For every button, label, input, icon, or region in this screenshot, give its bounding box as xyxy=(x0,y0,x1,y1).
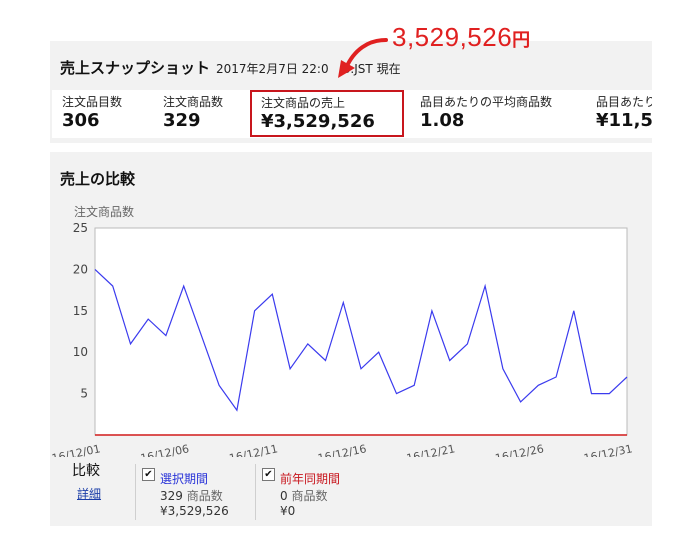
count-value: 0 xyxy=(280,489,288,503)
count-unit: 商品数 xyxy=(186,489,223,503)
metric-avg-sales-per-item: 品目あたり ¥11,5 xyxy=(586,90,652,136)
metrics-row: 注文品目数 306 注文商品数 329 注文商品の売上 ¥3,529,526 品… xyxy=(52,90,652,138)
metric-value: ¥11,5 xyxy=(596,110,652,131)
x-tick-label: 16/12/06 xyxy=(139,442,190,457)
legend-divider xyxy=(255,464,256,520)
details-link[interactable]: 詳細 xyxy=(77,487,102,501)
sales-callout: 3,529,526円 xyxy=(392,22,531,53)
metric-label: 品目あたり xyxy=(596,95,652,109)
count-value: 329 xyxy=(160,489,183,503)
legend-name: 前年同期間 xyxy=(280,472,341,486)
plot-area xyxy=(94,227,628,436)
x-tick-label: 16/12/11 xyxy=(228,442,279,457)
chart-series xyxy=(94,268,628,436)
legend-name: 選択期間 xyxy=(160,472,209,486)
legend-divider xyxy=(135,464,136,520)
y-tick-label: 10 xyxy=(73,345,88,359)
metric-label: 注文商品数 xyxy=(163,95,224,109)
y-tick-label: 15 xyxy=(73,304,88,318)
previous-year-checkbox[interactable]: ✔ xyxy=(262,468,275,481)
metric-value: 306 xyxy=(62,110,100,131)
x-axis-ticks: 16/12/01 16/12/06 16/12/11 16/12/16 16/12/21… xyxy=(51,442,634,457)
chart-y-axis-label: 注文商品数 xyxy=(74,204,134,219)
series-line-selected-period xyxy=(94,268,628,412)
metric-value: 329 xyxy=(163,110,201,131)
units-line-chart: 注文商品数 25 20 15 10 5 16/12/01 16/12/06 16/12/11… xyxy=(51,204,634,457)
x-tick-label: 16/12/31 xyxy=(583,442,634,457)
comparison-title: 売上の比較 xyxy=(60,170,136,188)
callout-arrow-icon xyxy=(338,38,388,78)
snapshot-title: 売上スナップショット xyxy=(60,59,211,77)
metric-label: 品目あたりの平均商品数 xyxy=(420,95,553,109)
snapshot-timestamp-tail: 8:JST 現在 xyxy=(342,62,401,76)
x-tick-label: 16/12/21 xyxy=(405,442,456,457)
metric-ordered-sales: 注文商品の売上 ¥3,529,526 xyxy=(250,90,404,137)
x-tick-label: 16/12/26 xyxy=(494,442,545,457)
metric-value: ¥3,529,526 xyxy=(261,111,375,132)
metric-order-items: 注文品目数 306 xyxy=(52,90,152,136)
snapshot-timestamp-head: 2017年2月7日 22:0 xyxy=(216,62,329,76)
y-tick-label: 20 xyxy=(73,262,88,276)
legend-count: 329 商品数 xyxy=(160,487,223,504)
y-tick-label: 5 xyxy=(80,387,88,401)
metric-order-units: 注文商品数 329 xyxy=(153,90,253,136)
metric-label: 注文商品の売上 xyxy=(261,96,346,110)
callout-number: 3,529,526 xyxy=(392,22,513,52)
callout-unit: 円 xyxy=(512,30,531,50)
legend-amount: ¥3,529,526 xyxy=(160,504,229,518)
y-axis-ticks: 25 20 15 10 5 xyxy=(73,221,88,401)
sales-comparison-panel: 売上の比較 注文商品数 25 20 15 10 5 16/12/01 16/12/06 16… xyxy=(50,152,652,526)
metric-value: 1.08 xyxy=(420,110,465,131)
legend-amount: ¥0 xyxy=(280,504,296,518)
legend-count: 0 商品数 xyxy=(280,487,327,504)
metric-avg-units-per-item: 品目あたりの平均商品数 1.08 xyxy=(410,90,585,136)
x-tick-label: 16/12/16 xyxy=(317,442,368,457)
selected-period-checkbox[interactable]: ✔ xyxy=(142,468,155,481)
y-tick-label: 25 xyxy=(73,221,88,235)
count-unit: 商品数 xyxy=(291,489,328,503)
snapshot-timestamp: 2017年2月7日 22:0 8:JST 現在 xyxy=(216,62,401,76)
x-tick-label: 16/12/01 xyxy=(51,442,102,457)
metric-label: 注文品目数 xyxy=(62,95,123,109)
compare-label: 比較 xyxy=(72,463,100,479)
snapshot-header: 売上スナップショット 2017年2月7日 22:0 8:JST 現在 xyxy=(60,57,401,78)
